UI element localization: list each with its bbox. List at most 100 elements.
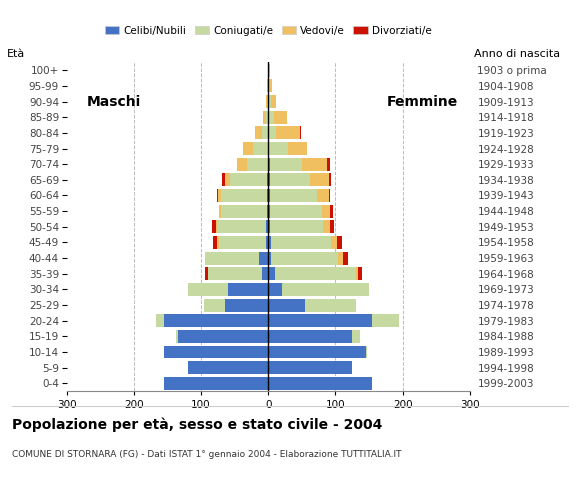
Bar bbox=[177, 330, 268, 343]
Bar bbox=[219, 205, 221, 217]
Bar bbox=[270, 220, 323, 233]
Bar bbox=[323, 220, 330, 233]
Bar bbox=[302, 158, 327, 170]
Bar bbox=[263, 111, 266, 124]
Bar bbox=[268, 361, 352, 374]
Bar bbox=[282, 283, 369, 296]
Bar bbox=[267, 205, 268, 217]
Bar bbox=[267, 80, 268, 92]
Bar bbox=[268, 314, 372, 327]
Bar bbox=[337, 236, 342, 249]
Bar bbox=[322, 205, 330, 217]
Bar bbox=[217, 236, 219, 249]
Text: Maschi: Maschi bbox=[86, 95, 141, 108]
Bar bbox=[356, 267, 358, 280]
Text: Anno di nascita: Anno di nascita bbox=[474, 48, 560, 59]
Bar bbox=[268, 95, 271, 108]
Bar bbox=[271, 252, 338, 264]
Bar bbox=[164, 314, 268, 327]
Bar bbox=[255, 126, 262, 139]
Bar bbox=[327, 158, 330, 170]
Bar bbox=[221, 205, 267, 217]
Bar bbox=[221, 189, 267, 202]
Bar bbox=[216, 220, 217, 233]
Bar bbox=[253, 142, 268, 155]
Bar bbox=[268, 267, 275, 280]
Bar bbox=[266, 236, 268, 249]
Text: Popolazione per età, sesso e stato civile - 2004: Popolazione per età, sesso e stato civil… bbox=[12, 418, 382, 432]
Bar bbox=[270, 205, 322, 217]
Bar bbox=[246, 158, 268, 170]
Bar bbox=[208, 267, 262, 280]
Bar bbox=[365, 346, 367, 359]
Bar bbox=[268, 64, 270, 77]
Bar bbox=[305, 299, 356, 312]
Bar bbox=[267, 95, 268, 108]
Bar bbox=[330, 220, 334, 233]
Bar bbox=[266, 111, 268, 124]
Bar bbox=[268, 330, 352, 343]
Bar bbox=[270, 158, 302, 170]
Bar bbox=[288, 142, 307, 155]
Bar bbox=[230, 173, 267, 186]
Text: Età: Età bbox=[7, 48, 25, 59]
Bar bbox=[338, 252, 343, 264]
Bar bbox=[205, 267, 208, 280]
Bar bbox=[266, 95, 267, 108]
Bar bbox=[188, 361, 268, 374]
Bar bbox=[164, 346, 268, 359]
Bar bbox=[329, 189, 330, 202]
Bar bbox=[164, 377, 268, 390]
Bar bbox=[330, 205, 333, 217]
Bar bbox=[268, 220, 270, 233]
Bar bbox=[271, 95, 276, 108]
Bar bbox=[267, 189, 268, 202]
Bar bbox=[156, 314, 164, 327]
Bar bbox=[358, 267, 362, 280]
Text: COMUNE DI STORNARA (FG) - Dati ISTAT 1° gennaio 2004 - Elaborazione TUTTITALIA.I: COMUNE DI STORNARA (FG) - Dati ISTAT 1° … bbox=[12, 450, 401, 459]
Bar bbox=[224, 299, 268, 312]
Bar bbox=[372, 314, 399, 327]
Bar bbox=[222, 173, 224, 186]
Bar bbox=[237, 158, 246, 170]
Bar bbox=[317, 189, 329, 202]
Bar bbox=[213, 236, 217, 249]
Bar bbox=[331, 236, 337, 249]
Bar bbox=[310, 173, 329, 186]
Bar bbox=[268, 126, 276, 139]
Bar bbox=[205, 252, 259, 264]
Bar bbox=[216, 189, 218, 202]
Bar bbox=[218, 189, 221, 202]
Bar bbox=[176, 330, 177, 343]
Bar bbox=[262, 267, 268, 280]
Bar bbox=[228, 283, 268, 296]
Bar bbox=[212, 220, 216, 233]
Bar bbox=[259, 252, 268, 264]
Bar bbox=[268, 252, 271, 264]
Bar bbox=[266, 220, 268, 233]
Bar bbox=[262, 126, 268, 139]
Bar bbox=[268, 299, 305, 312]
Bar bbox=[267, 173, 268, 186]
Bar bbox=[268, 283, 282, 296]
Bar bbox=[352, 330, 360, 343]
Text: Femmine: Femmine bbox=[387, 95, 458, 108]
Bar bbox=[268, 111, 274, 124]
Bar bbox=[268, 205, 270, 217]
Bar bbox=[268, 189, 270, 202]
Bar bbox=[268, 142, 288, 155]
Bar bbox=[268, 173, 270, 186]
Bar bbox=[204, 299, 224, 312]
Bar bbox=[274, 111, 287, 124]
Bar bbox=[268, 158, 270, 170]
Bar bbox=[268, 80, 270, 92]
Bar bbox=[270, 189, 317, 202]
Bar bbox=[188, 283, 228, 296]
Legend: Celibi/Nubili, Coniugati/e, Vedovi/e, Divorziati/e: Celibi/Nubili, Coniugati/e, Vedovi/e, Di… bbox=[100, 22, 436, 40]
Bar bbox=[219, 236, 266, 249]
Bar bbox=[271, 236, 331, 249]
Bar bbox=[270, 173, 310, 186]
Bar bbox=[343, 252, 347, 264]
Bar bbox=[329, 173, 331, 186]
Bar bbox=[217, 220, 266, 233]
